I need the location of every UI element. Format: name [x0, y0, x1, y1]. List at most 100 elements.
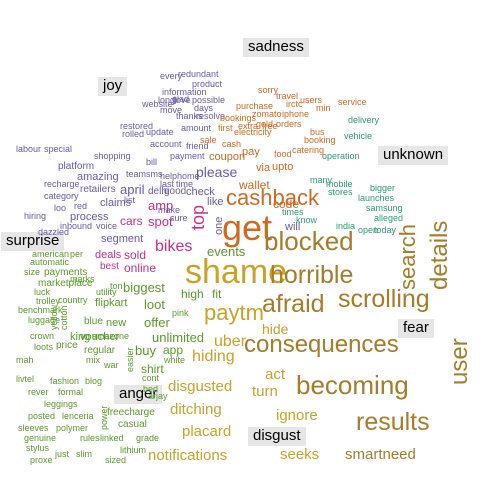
word-becoming: becoming — [296, 370, 409, 400]
word-make: make — [158, 205, 181, 215]
word-marks: marks — [70, 274, 95, 284]
word-trolley: trolley — [36, 296, 61, 306]
word-resolve: resolve — [196, 111, 226, 121]
word-team: team — [126, 169, 147, 179]
word-rever: rever — [28, 387, 49, 397]
word-check: check — [186, 186, 215, 198]
word-segment: segment — [101, 233, 144, 245]
word-bookings: bookings — [220, 113, 257, 123]
word-gold: gold — [256, 119, 274, 129]
word-linked: linked — [100, 433, 124, 443]
word-easier: easier — [125, 347, 135, 372]
word-per: per — [70, 249, 84, 259]
emotion-label-joy: joy — [98, 77, 128, 96]
word-spot: spot — [148, 214, 173, 229]
word-voice: voice — [96, 221, 118, 231]
word-lenceria: lenceria — [62, 411, 94, 421]
word-size: size — [24, 267, 41, 277]
word-irctc: irctc — [286, 99, 303, 109]
word-time: time — [176, 179, 194, 189]
word-bikes: bikes — [155, 238, 193, 255]
word-bus: bus — [310, 127, 325, 137]
word-mix: mix — [86, 355, 100, 365]
word-disgusted: disgusted — [168, 378, 233, 395]
word-payment: payment — [170, 151, 205, 161]
emotion-label-sadness: sadness — [243, 38, 309, 57]
word-platform: platform — [58, 161, 95, 172]
word-buy: buy — [135, 343, 156, 358]
word-genuine: genuine — [24, 433, 57, 443]
word-update: update — [146, 127, 174, 137]
word-shopping: shopping — [94, 151, 131, 161]
word-sale: sale — [200, 135, 217, 145]
word-posted: posted — [28, 411, 56, 421]
word-every: every — [160, 71, 183, 81]
word-american: american — [32, 249, 70, 259]
word-luggage: luggage — [28, 315, 61, 325]
word-launches: launches — [358, 193, 395, 203]
word-helphome: helphome — [160, 171, 200, 181]
word-first: first — [218, 123, 233, 133]
word-war: war — [104, 360, 119, 370]
word-april: april — [120, 182, 145, 197]
word-pink: pink — [172, 308, 189, 318]
word-yellow: yellow — [49, 304, 59, 330]
word-just: just — [55, 449, 70, 459]
word-biggest: biggest — [123, 280, 165, 295]
word-sold: sold — [124, 248, 147, 262]
word-livtel: livtel — [16, 374, 35, 384]
word-casual: casual — [118, 419, 147, 430]
word-details: details — [426, 220, 453, 290]
word-will: will — [285, 221, 301, 233]
word-user: user — [446, 338, 473, 385]
word-coupon: coupon — [209, 151, 246, 163]
word-category: category — [44, 191, 79, 201]
word-regular: regular — [84, 345, 116, 356]
word-operation: operation — [322, 151, 360, 161]
word-luck: luck — [34, 287, 51, 297]
word-events: events — [207, 244, 246, 259]
word-price: price — [56, 340, 78, 351]
word-crown: crown — [30, 331, 55, 341]
word-horrible: horrible — [270, 261, 354, 289]
word-stores: stores — [328, 187, 353, 197]
word-loot: loot — [144, 297, 165, 312]
word-country: country — [58, 295, 88, 305]
emotion-label-fear: fear — [398, 319, 434, 338]
word-sure: sure — [170, 213, 188, 223]
word-product: product — [192, 79, 223, 89]
word-placard: placard — [182, 423, 232, 440]
word-rolled: rolled — [122, 129, 145, 139]
word-today: today — [374, 225, 397, 235]
word-via: via — [256, 162, 271, 174]
word-blue: blue — [84, 316, 103, 327]
word-sorry: sorry — [258, 85, 278, 95]
emotion-label-disgust: disgust — [248, 427, 306, 446]
word-hiring: hiring — [24, 211, 47, 221]
word-special: special — [44, 144, 73, 154]
word-loo: loo — [54, 203, 67, 213]
word-grade: grade — [136, 433, 160, 443]
word-turn: turn — [252, 383, 278, 400]
word-formal: formal — [58, 387, 84, 397]
word-fashion: fashion — [50, 376, 80, 386]
word-amazing: amazing — [77, 171, 119, 183]
word-users: users — [300, 95, 323, 105]
word-blocked: blocked — [264, 226, 354, 256]
word-utility: utility — [96, 287, 117, 297]
word-booking: booking — [304, 135, 336, 145]
word-orders: orders — [276, 119, 302, 129]
word-friend: friend — [186, 141, 209, 151]
word-inbound: inbound — [60, 221, 93, 231]
word-fit: fit — [212, 287, 222, 301]
word-amazone: amazone — [92, 331, 130, 341]
word-slim: slim — [76, 449, 92, 459]
word-good: good — [164, 186, 187, 197]
word-catering: catering — [292, 145, 325, 155]
word-possible: possible — [192, 95, 226, 105]
word-blog: blog — [85, 376, 103, 386]
word-lithium: lithium — [120, 445, 147, 455]
word-voucher: voucher — [80, 331, 120, 343]
word-seeks: seeks — [280, 446, 320, 463]
word-afraid: afraid — [262, 290, 325, 318]
